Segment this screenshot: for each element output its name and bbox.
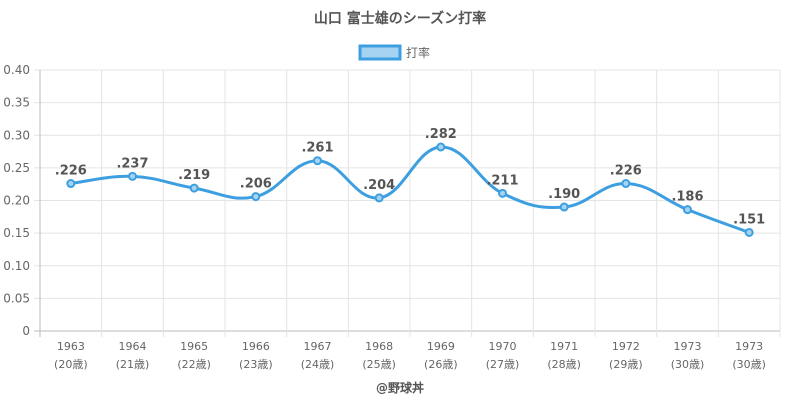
data-point — [621, 179, 631, 189]
data-point — [66, 179, 76, 189]
x-tick-year: 1964 — [119, 340, 147, 353]
data-label: .206 — [240, 177, 272, 192]
data-label: .282 — [425, 127, 457, 142]
x-tick-year: 1966 — [242, 340, 270, 353]
x-tick-year: 1973 — [735, 340, 763, 353]
data-label: .226 — [610, 164, 642, 179]
y-axis: 0 0.05 0.10 0.15 0.20 0.25 0.30 0.35 0.40 — [3, 63, 30, 338]
legend[interactable]: 打率 — [358, 44, 430, 61]
data-point — [744, 227, 754, 237]
x-tick-year: 1965 — [180, 340, 208, 353]
data-point — [189, 183, 199, 193]
data-label: .186 — [671, 190, 703, 205]
x-axis: 1963 (20歳) 1964 (21歳) 1965 (22歳) 1966 (23歳) 1967… — [54, 340, 766, 371]
data-label: .219 — [178, 168, 210, 183]
y-tick-label: 0.30 — [3, 128, 30, 142]
x-tick-age: (28歳) — [547, 358, 581, 371]
data-label: .261 — [301, 141, 333, 156]
data-labels: .226 .237 .219 .206 .261 .204 .282 .211 .190 .226… — [55, 127, 765, 227]
data-label: .237 — [116, 156, 148, 171]
x-tick-age: (26歳) — [424, 358, 458, 371]
x-tick-year: 1963 — [57, 340, 85, 353]
chart-title: 山口 富士雄のシーズン打率 — [314, 10, 486, 27]
x-tick-year: 1968 — [365, 340, 393, 353]
y-tick-label: 0.25 — [3, 161, 30, 175]
y-tick-label: 0.10 — [3, 259, 30, 273]
x-tick-age: (21歳) — [116, 358, 150, 371]
x-tick-age: (22歳) — [177, 358, 211, 371]
data-label: .211 — [486, 173, 518, 188]
x-tick-year: 1969 — [427, 340, 455, 353]
data-point — [683, 205, 692, 215]
legend-swatch — [358, 44, 402, 61]
x-tick-age: (30歳) — [732, 358, 766, 371]
data-point — [128, 171, 137, 181]
data-point — [498, 188, 507, 198]
legend-label: 打率 — [406, 45, 430, 60]
y-tick-label: 0.40 — [3, 63, 30, 77]
x-tick-year: 1967 — [304, 340, 332, 353]
data-label: .226 — [55, 164, 87, 179]
data-point — [313, 156, 322, 166]
data-label: .190 — [548, 187, 580, 202]
y-tick-label: 0.20 — [3, 194, 30, 208]
y-tick-label: 0.15 — [3, 226, 30, 240]
x-tick-year: 1970 — [489, 340, 517, 353]
data-point — [251, 192, 261, 202]
x-tick-year: 1971 — [550, 340, 578, 353]
x-tick-age: (23歳) — [239, 358, 273, 371]
data-point — [436, 142, 446, 152]
grid — [34, 69, 781, 337]
y-tick-label: 0.35 — [3, 96, 30, 110]
x-tick-age: (25歳) — [362, 358, 396, 371]
data-points — [66, 142, 754, 237]
x-tick-age: (27歳) — [486, 358, 520, 371]
x-tick-age: (30歳) — [671, 358, 705, 371]
y-tick-label: 0.05 — [3, 291, 30, 305]
x-tick-age: (20歳) — [54, 358, 88, 371]
data-point — [559, 202, 569, 212]
y-tick-label: 0 — [22, 324, 30, 338]
data-point — [374, 193, 384, 203]
data-label: .151 — [733, 212, 765, 227]
data-label: .204 — [363, 178, 395, 193]
credit: @野球丼 — [376, 380, 424, 395]
x-tick-year: 1972 — [612, 340, 640, 353]
x-tick-age: (24歳) — [301, 358, 335, 371]
x-tick-year: 1973 — [674, 340, 702, 353]
x-tick-age: (29歳) — [609, 358, 643, 371]
